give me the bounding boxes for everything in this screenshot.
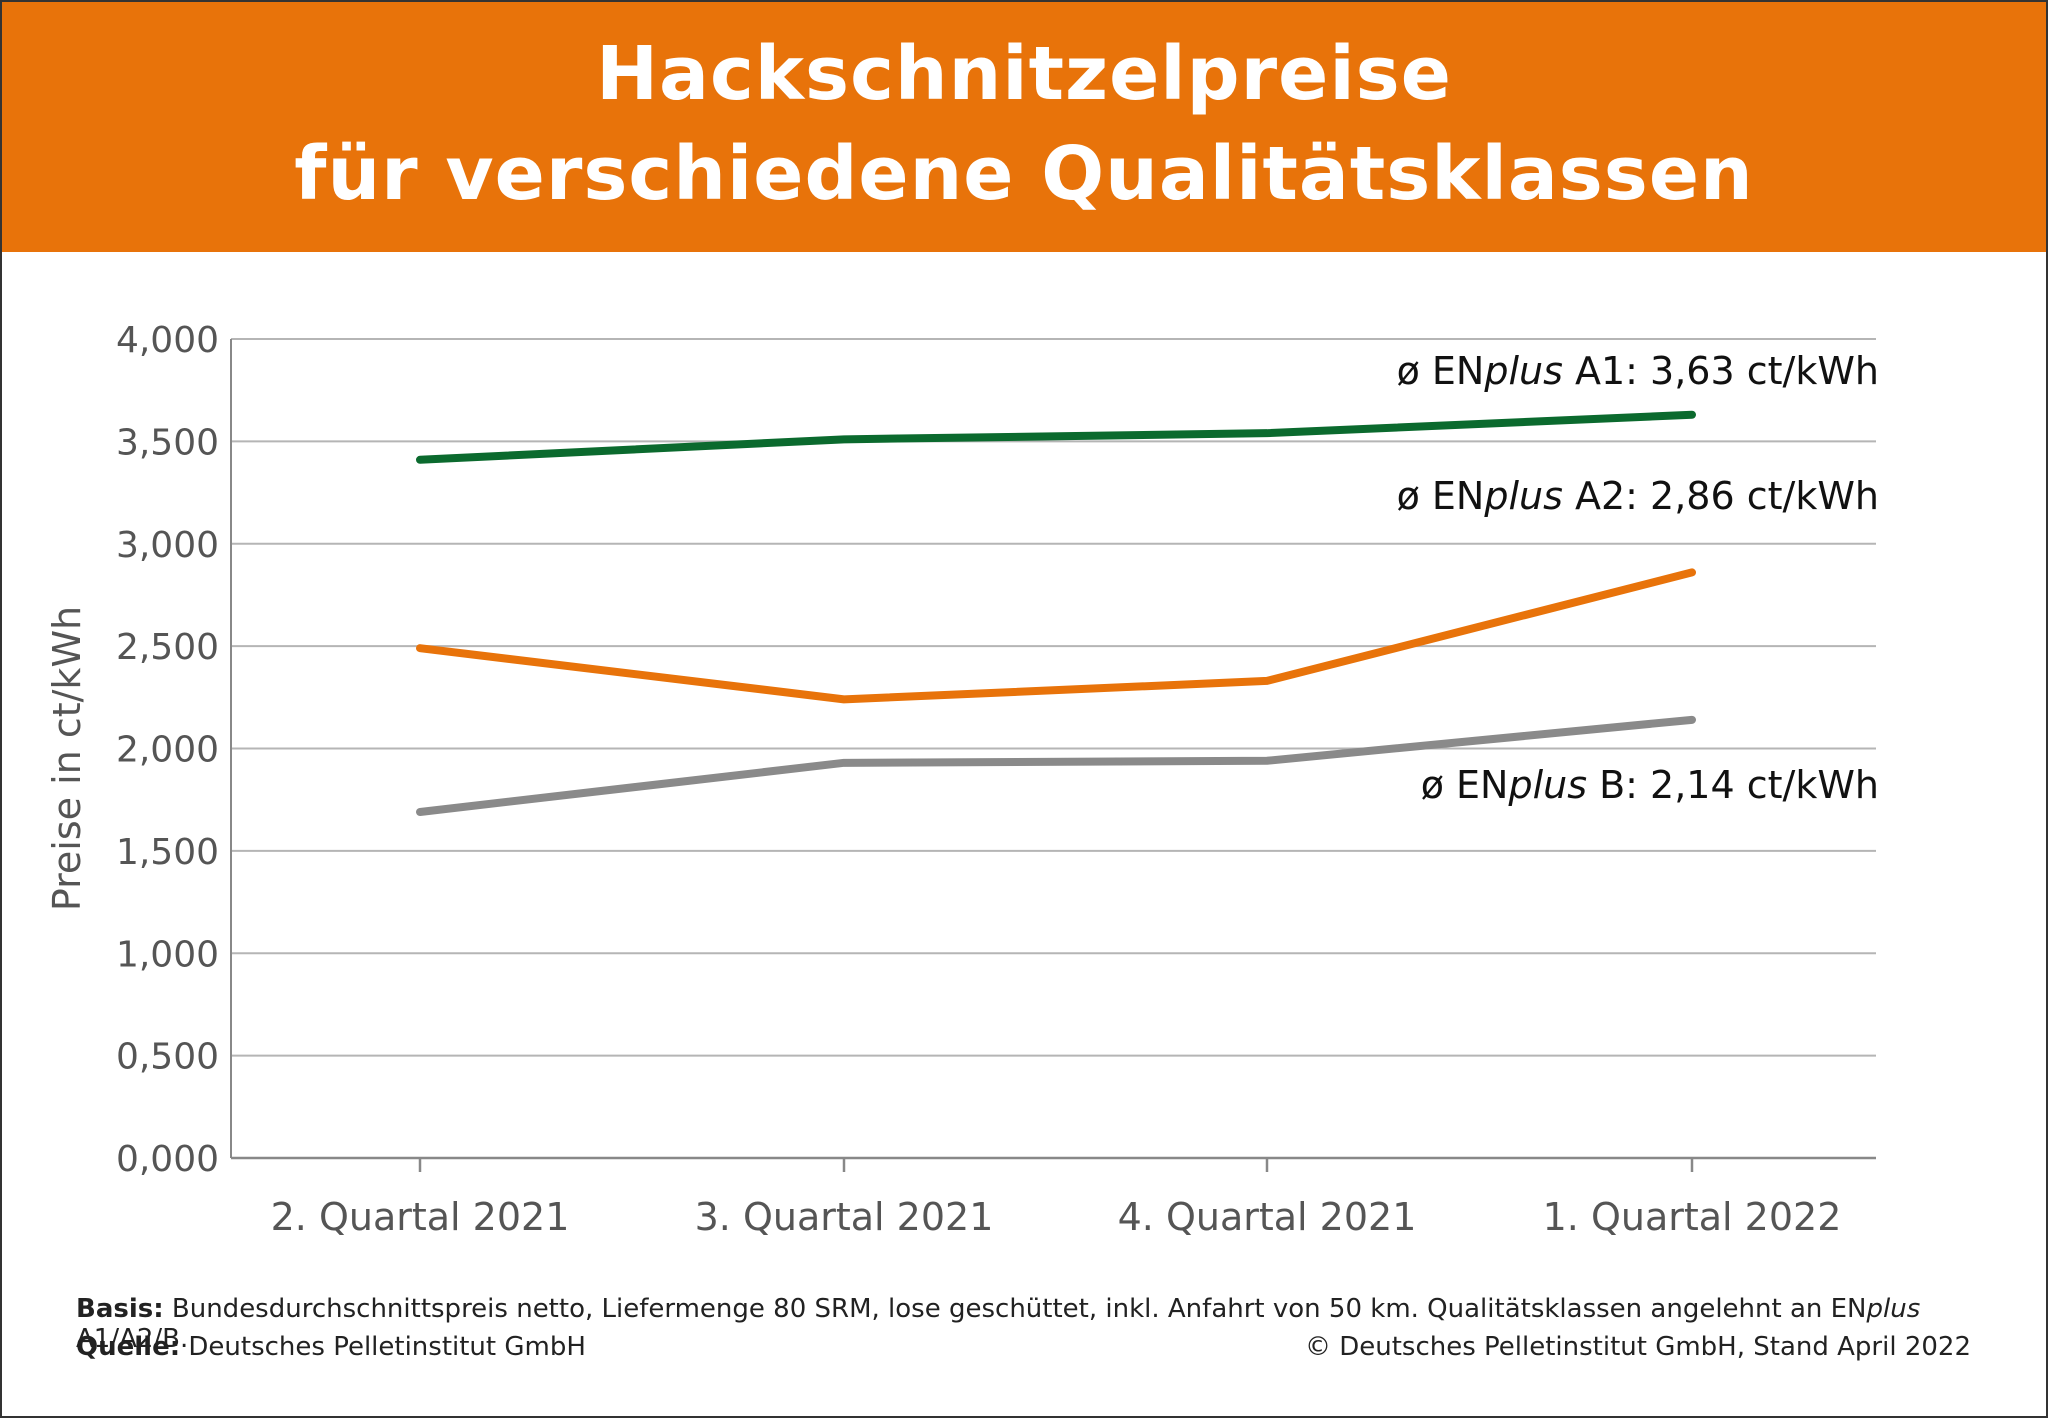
y-tick-label: 1,000	[116, 934, 219, 975]
y-tick-label: 3,000	[116, 525, 219, 566]
series-line-a1	[416, 410, 1696, 464]
gridlines	[230, 338, 1876, 1160]
footer: Basis: Bundesdurchschnittspreis netto, L…	[76, 1294, 1971, 1370]
basis-text: Bundesdurchschnittspreis netto, Lieferme…	[163, 1294, 1867, 1324]
series-lines	[416, 410, 1696, 816]
y-tick-label: 2,000	[116, 730, 219, 771]
x-tick-label: 1. Quartal 2022	[1543, 1195, 1842, 1239]
y-tick-label: 0,500	[116, 1037, 219, 1078]
series-line-a2	[416, 568, 1696, 704]
y-tick-label: 3,500	[116, 422, 219, 463]
basis-text-end: A1/A2/B.	[76, 1324, 189, 1354]
title-line-2: für verschiedene Qualitätsklassen	[294, 131, 1754, 217]
series-label-a1: ø ENplus A1: 3,63 ct/kWh	[1397, 349, 1879, 393]
y-tick-label: 4,000	[116, 320, 219, 361]
footer-source-row: Quelle: Deutsches Pelletinstitut GmbH © …	[76, 1332, 1971, 1370]
x-tick-label: 3. Quartal 2021	[695, 1195, 994, 1239]
basis-label: Basis:	[76, 1294, 164, 1324]
series-label-b: ø ENplus B: 2,14 ct/kWh	[1421, 763, 1879, 807]
series-label-a2: ø ENplus A2: 2,86 ct/kWh	[1397, 474, 1879, 518]
series-line-b	[416, 715, 1696, 816]
title-banner: Hackschnitzelpreise für verschiedene Qua…	[2, 2, 2046, 252]
title-line-1: Hackschnitzelpreise	[596, 31, 1452, 117]
basis-italic: plus	[1866, 1294, 1921, 1324]
y-axis-ticks: 0,000 0,500 1,000 1,500 2,000 2,500 3,000 3,500…	[116, 320, 219, 1180]
copyright-text: © Deutsches Pelletinstitut GmbH, Stand A…	[1304, 1332, 1971, 1362]
x-axis-ticks: 2. Quartal 2021 3. Quartal 2021 4. Quartal…	[271, 1158, 1842, 1239]
x-tick-label: 2. Quartal 2021	[271, 1195, 570, 1239]
y-tick-label: 0,000	[116, 1139, 219, 1180]
source-label: Quelle:	[76, 1332, 181, 1362]
footer-basis-row: Basis: Bundesdurchschnittspreis netto, L…	[76, 1294, 1971, 1354]
x-tick-label: 4. Quartal 2021	[1118, 1195, 1417, 1239]
series-labels: ø ENplus A1: 3,63 ct/kWh ø ENplus A2: 2,8…	[1397, 349, 1879, 807]
line-chart: 0,000 0,500 1,000 1,500 2,000 2,500 3,000 3,500…	[45, 320, 1879, 1239]
y-tick-label: 2,500	[116, 627, 219, 668]
y-axis-label: Preise in ct/kWh	[45, 606, 89, 911]
y-tick-label: 1,500	[116, 832, 219, 873]
source-text: Deutsches Pelletinstitut GmbH	[180, 1332, 586, 1362]
